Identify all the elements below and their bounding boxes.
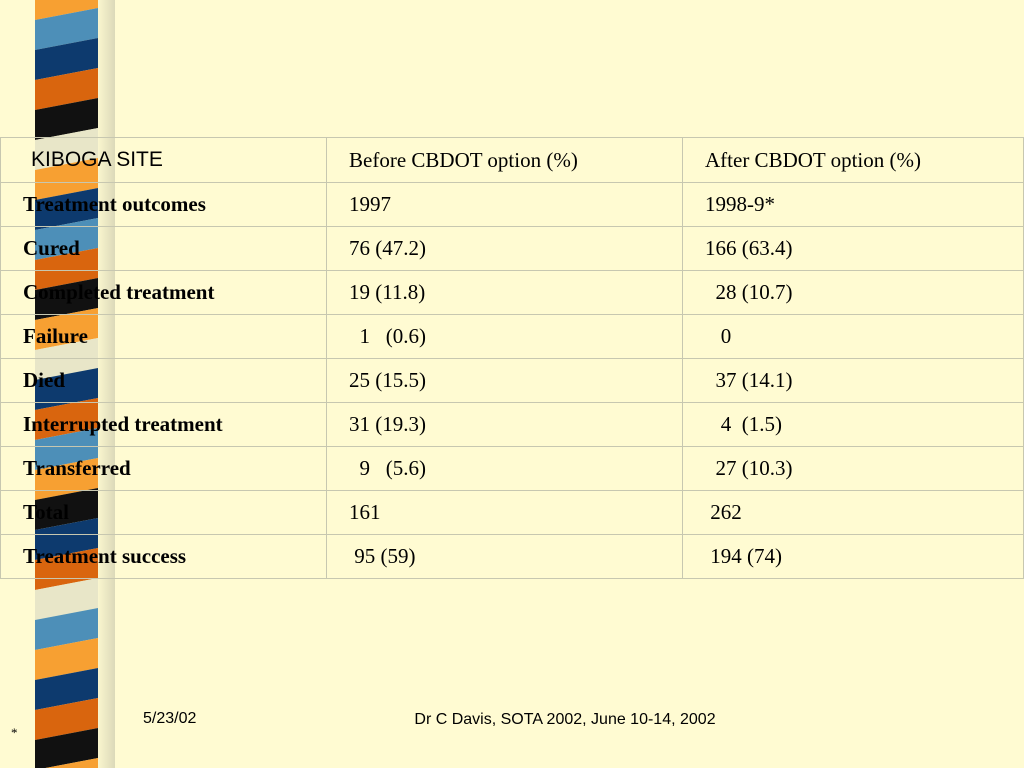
- after-value: 166 (63.4): [682, 226, 1024, 271]
- row-label: Failure: [0, 314, 327, 359]
- footer-date: 5/23/02: [143, 710, 197, 727]
- before-value: 19 (11.8): [326, 270, 683, 315]
- ribbon-stripe: [35, 578, 98, 620]
- ribbon-stripe: [45, 758, 98, 768]
- footer-credit: Dr C Davis, SOTA 2002, June 10-14, 2002: [414, 711, 716, 728]
- row-label: Treatment success: [0, 534, 327, 579]
- before-value: 95 (59): [326, 534, 683, 579]
- ribbon-stripe: [35, 698, 98, 740]
- row-label: Cured: [0, 226, 327, 271]
- before-header: Before CBDOT option (%): [326, 137, 683, 183]
- site-header: KIBOGA SITE: [0, 137, 327, 183]
- row-label: Treatment outcomes: [0, 182, 327, 227]
- ribbon-stripe: [35, 668, 98, 710]
- table-row: Cured 76 (47.2) 166 (63.4): [0, 226, 1024, 271]
- ribbon-stripe: [35, 0, 98, 20]
- after-header: After CBDOT option (%): [682, 137, 1024, 183]
- row-label: Completed treatment: [0, 270, 327, 315]
- before-value: 1 (0.6): [326, 314, 683, 359]
- table-row: Treatment success 95 (59) 194 (74): [0, 534, 1024, 579]
- after-value: 262: [682, 490, 1024, 535]
- before-value: 31 (19.3): [326, 402, 683, 447]
- ribbon-stripe: [35, 608, 98, 650]
- table-row: Transferred 9 (5.6) 27 (10.3): [0, 446, 1024, 491]
- table-row: Total 161 262: [0, 490, 1024, 535]
- ribbon-stripe: [35, 98, 98, 140]
- before-value: 25 (15.5): [326, 358, 683, 403]
- table-row: Treatment outcomes 1997 1998-9*: [0, 182, 1024, 227]
- row-label: Died: [0, 358, 327, 403]
- table-row: Interrupted treatment 31 (19.3) 4 (1.5): [0, 402, 1024, 447]
- after-value: 194 (74): [682, 534, 1024, 579]
- ribbon-stripe: [35, 38, 98, 80]
- row-label: Transferred: [0, 446, 327, 491]
- row-label: Total: [0, 490, 327, 535]
- after-value: 28 (10.7): [682, 270, 1024, 315]
- before-value: 1997: [326, 182, 683, 227]
- ribbon-stripe: [35, 68, 98, 110]
- outcomes-table-container: KIBOGA SITE Before CBDOT option (%) Afte…: [0, 137, 1024, 579]
- after-value: 4 (1.5): [682, 402, 1024, 447]
- table-row: Completed treatment 19 (11.8) 28 (10.7): [0, 270, 1024, 315]
- after-value: 0: [682, 314, 1024, 359]
- after-value: 27 (10.3): [682, 446, 1024, 491]
- table-row: Failure 1 (0.6) 0: [0, 314, 1024, 359]
- before-value: 76 (47.2): [326, 226, 683, 271]
- table-header-row: KIBOGA SITE Before CBDOT option (%) Afte…: [0, 137, 1024, 183]
- after-value: 1998-9*: [682, 182, 1024, 227]
- after-value: 37 (14.1): [682, 358, 1024, 403]
- ribbon-stripe: [35, 638, 98, 680]
- outcomes-table: KIBOGA SITE Before CBDOT option (%) Afte…: [0, 137, 1024, 579]
- ribbon-stripe: [35, 728, 98, 768]
- before-value: 9 (5.6): [326, 446, 683, 491]
- before-value: 161: [326, 490, 683, 535]
- ribbon-stripe: [35, 8, 98, 50]
- footer-asterisk: *: [11, 725, 18, 740]
- table-row: Died 25 (15.5) 37 (14.1): [0, 358, 1024, 403]
- row-label: Interrupted treatment: [0, 402, 327, 447]
